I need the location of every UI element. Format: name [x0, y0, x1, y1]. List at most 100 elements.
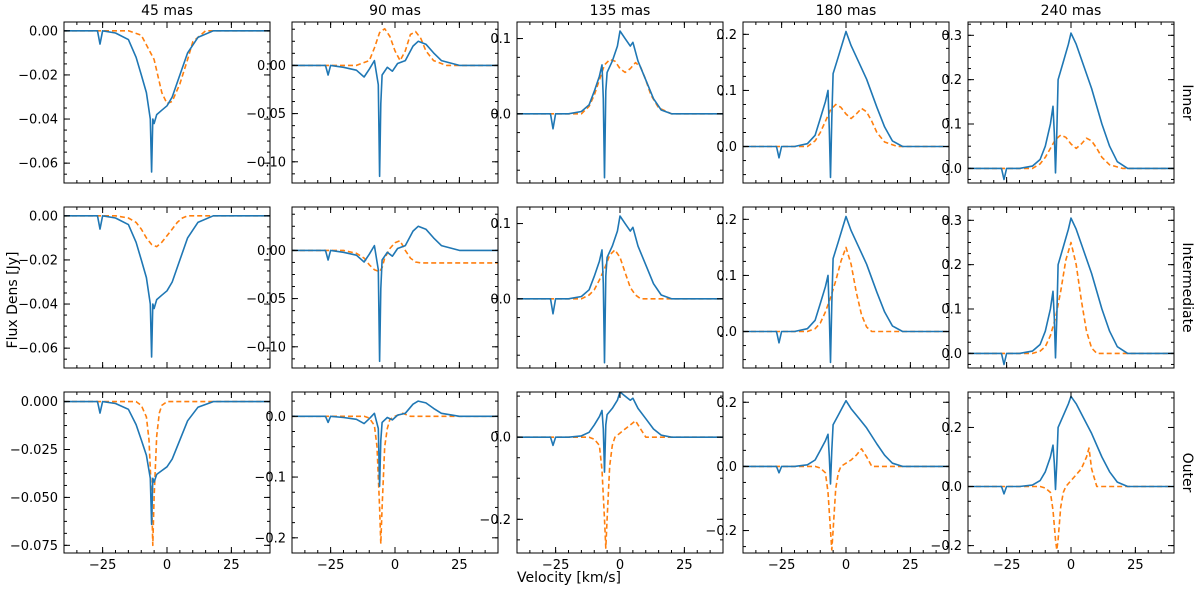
x-tick-label: 0	[163, 558, 171, 573]
observed-line	[968, 395, 1174, 495]
row-label-inner: Inner	[1179, 84, 1195, 120]
panel-intermediate-90-mas: 0.00 −0.05 −0.10	[246, 206, 499, 369]
y-tick-label: −0.2	[930, 539, 962, 554]
x-tick-label: −25	[317, 558, 344, 573]
column-title-180-mas: 180 mas	[816, 3, 877, 19]
panel-frame	[516, 391, 724, 554]
x-tick-label: 25	[451, 558, 468, 573]
x-tick-label: −25	[993, 558, 1020, 573]
y-tick-label: 0.2	[941, 73, 962, 88]
observed-line	[292, 40, 498, 178]
model-line	[64, 215, 270, 248]
panel-outer-90-mas: −25 0 25 0.0 −0.1 −0.2	[254, 391, 499, 573]
x-tick-label: 25	[902, 558, 919, 573]
y-tick-label: 0.0	[490, 292, 511, 307]
x-tick-label: −25	[768, 558, 795, 573]
panel-frame	[63, 391, 271, 554]
y-tick-label: −0.1	[254, 471, 286, 486]
y-tick-label: 0.0	[716, 140, 737, 155]
panel-frame	[63, 206, 271, 369]
model-line	[64, 29, 270, 105]
y-tick-label: −0.05	[246, 107, 286, 122]
model-line	[743, 447, 949, 551]
y-tick-label: −0.050	[10, 491, 58, 506]
y-tick-label: −0.025	[10, 443, 58, 458]
observed-line	[64, 400, 270, 526]
column-title-90-mas: 90 mas	[369, 3, 421, 19]
panel-frame	[516, 206, 724, 369]
panel-intermediate-135-mas: 0.1 0.0	[490, 206, 724, 369]
panel-intermediate-240-mas: 0.3 0.2 0.1 0.0	[941, 206, 1175, 369]
y-tick-label: 0.3	[941, 214, 962, 229]
panel-frame	[291, 206, 499, 369]
observed-line	[517, 215, 723, 364]
y-tick-label: −0.2	[254, 531, 286, 546]
y-tick-label: 0.1	[490, 32, 511, 47]
y-tick-label: 0.00	[257, 244, 286, 259]
panel-frame	[516, 21, 724, 184]
model-line	[517, 58, 723, 115]
y-tick-label: 0.0	[941, 162, 962, 177]
y-tick-label: −0.2	[705, 524, 737, 539]
row-labels: Inner Intermediate Outer	[1179, 84, 1195, 492]
model-line	[292, 412, 498, 545]
observed-line	[64, 215, 270, 358]
x-tick-label: −25	[542, 558, 569, 573]
y-tick-label: 0.0	[716, 325, 737, 340]
x-tick-label: 0	[391, 558, 399, 573]
observed-line	[517, 30, 723, 179]
panel-outer-45-mas: −25 0 25 0.000 −0.025 −0.050 −0.075	[10, 391, 271, 573]
y-tick-label: −0.04	[18, 298, 58, 313]
y-tick-label: 0.1	[716, 269, 737, 284]
observed-line	[968, 217, 1174, 366]
y-tick-label: 0.00	[29, 209, 58, 224]
y-tick-label: 0.00	[29, 24, 58, 39]
panel-intermediate-45-mas: 0.00 −0.02 −0.04 −0.06	[18, 206, 271, 369]
panel-inner-45-mas: 0.00 −0.02 −0.04 −0.06	[18, 21, 271, 184]
column-title-135-mas: 135 mas	[590, 3, 651, 19]
y-tick-label: 0.1	[941, 118, 962, 133]
y-tick-label: 0.00	[257, 59, 286, 74]
observed-line	[743, 215, 949, 364]
model-line	[743, 103, 949, 148]
y-tick-label: −0.02	[18, 253, 58, 268]
y-tick-label: 0.1	[941, 303, 962, 318]
panel-inner-180-mas: 0.2 0.1 0.0	[716, 21, 950, 184]
panel-frame	[967, 21, 1175, 184]
model-line	[517, 249, 723, 300]
model-line	[968, 447, 1174, 551]
panel-frame	[967, 391, 1175, 554]
panel-intermediate-180-mas: 0.2 0.1 0.0	[716, 206, 950, 369]
observed-line	[743, 30, 949, 179]
model-line	[64, 400, 270, 547]
x-tick-label: 25	[1127, 558, 1144, 573]
observed-line	[292, 225, 498, 363]
x-tick-label: 0	[1067, 558, 1075, 573]
y-tick-label: −0.2	[479, 513, 511, 528]
x-tick-label: −25	[89, 558, 116, 573]
y-tick-label: −0.10	[246, 340, 286, 355]
y-tick-label: −0.02	[18, 68, 58, 83]
panel-frame	[63, 21, 271, 184]
panel-frame	[291, 21, 499, 184]
x-tick-label: 25	[676, 558, 693, 573]
x-tick-label: 0	[842, 558, 850, 573]
panel-frame	[742, 391, 950, 554]
row-label-intermediate: Intermediate	[1179, 242, 1195, 332]
model-line	[968, 134, 1174, 170]
panel-frame	[742, 206, 950, 369]
y-tick-label: 0.1	[490, 217, 511, 232]
model-line	[292, 239, 498, 273]
y-tick-label: −0.10	[246, 155, 286, 170]
y-tick-label: 0.0	[265, 410, 286, 425]
y-tick-label: 0.2	[716, 213, 737, 228]
y-tick-label: 0.000	[21, 395, 58, 410]
y-tick-label: 0.0	[716, 460, 737, 475]
y-tick-label: 0.2	[716, 396, 737, 411]
column-title-45-mas: 45 mas	[141, 3, 193, 19]
y-tick-label: 0.2	[941, 421, 962, 436]
y-tick-label: 0.2	[716, 28, 737, 43]
observed-line	[517, 392, 723, 473]
y-tick-label: −0.06	[18, 157, 58, 172]
